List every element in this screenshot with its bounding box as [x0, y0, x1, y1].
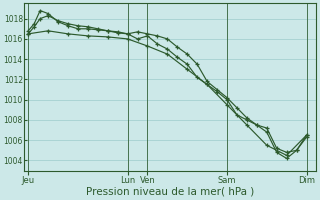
X-axis label: Pression niveau de la mer( hPa ): Pression niveau de la mer( hPa ) [86, 187, 254, 197]
